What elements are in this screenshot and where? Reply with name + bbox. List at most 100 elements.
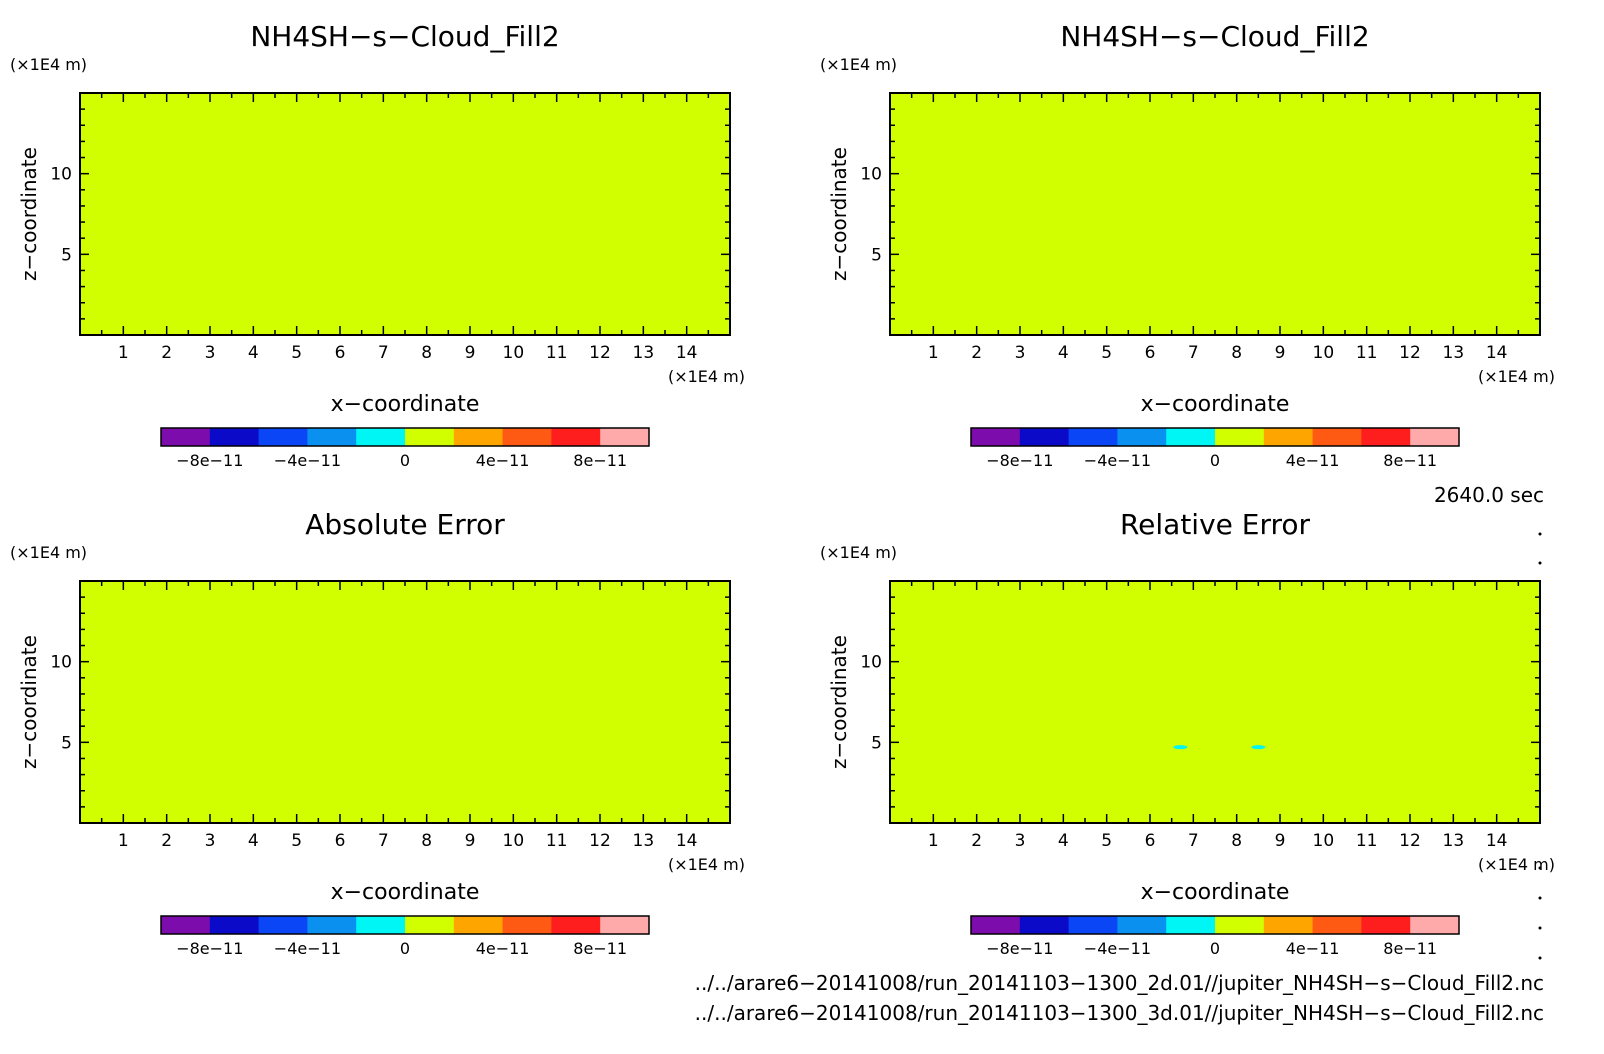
colorbar-swatch (1166, 916, 1216, 934)
x-tick-label: 8 (421, 343, 432, 363)
z-unit-label: (×1E4 m) (820, 55, 897, 74)
colorbar-swatch (356, 916, 406, 934)
panels-group: NH4SH−s−Cloud_Fill2(×1E4 m)1 2 3 4 5 6 7 8 9 10 11… (10, 20, 1555, 958)
x-tick-label: 3 (1015, 831, 1026, 851)
panel-1: NH4SH−s−Cloud_Fill2(×1E4 m)1 2 3 4 5 6 7 8 9 10 11… (10, 20, 745, 470)
colorbar-tick-label: −8e−11 (176, 451, 243, 470)
colorbar-tick-label: 0 (1210, 939, 1220, 958)
margin-dot (1538, 956, 1542, 960)
colorbar-tick-label: −4e−11 (1084, 939, 1151, 958)
z-tick-label: 10 (860, 165, 882, 185)
colorbar-tick-label: 0 (400, 451, 410, 470)
x-tick-label: 14 (1486, 831, 1508, 851)
z-unit-label: (×1E4 m) (10, 55, 87, 74)
z-axis-label: z−coordinate (17, 635, 41, 769)
x-tick-label: 14 (676, 343, 698, 363)
colorbar-swatch (356, 428, 406, 446)
colorbar-swatch (1019, 428, 1070, 446)
colorbar-swatch (209, 916, 260, 934)
colorbar-swatch (258, 916, 308, 934)
z-unit-label: (×1E4 m) (820, 543, 897, 562)
x-tick-label: 4 (1058, 831, 1069, 851)
colorbar-tick-label: 4e−11 (1286, 451, 1340, 470)
x-tick-label: 13 (1443, 343, 1465, 363)
x-tick-label: 4 (248, 343, 259, 363)
z-axis-label: z−coordinate (827, 635, 851, 769)
panel-title: NH4SH−s−Cloud_Fill2 (250, 20, 559, 53)
colorbar-tick-label: −4e−11 (274, 451, 341, 470)
colorbar: −8e−11 −4e−11 0 4e−11 8e−11 (160, 427, 650, 470)
x-tick-label: 8 (1231, 831, 1242, 851)
colorbar-swatch (258, 428, 308, 446)
colorbar-tick-label: 0 (1210, 451, 1220, 470)
colorbar-swatch (453, 916, 504, 934)
colorbar-tick-label: −4e−11 (1084, 451, 1151, 470)
x-unit-label: (×1E4 m) (1478, 855, 1555, 874)
x-tick-label: 3 (205, 831, 216, 851)
colorbar-swatch (971, 428, 1021, 446)
colorbar-tick-label: 8e−11 (573, 451, 627, 470)
x-unit-label: (×1E4 m) (1478, 367, 1555, 386)
colorbar-swatch (307, 428, 357, 446)
x-tick-label: 10 (1313, 343, 1335, 363)
panel-4: Relative Error(×1E4 m)1 2 3 4 5 6 7 8 9 10 11 12 13 1… (820, 508, 1555, 958)
colorbar-swatch (1068, 428, 1118, 446)
z-tick-label: 10 (860, 653, 882, 673)
z-tick-label: 5 (61, 733, 72, 753)
x-tick-label: 11 (1356, 831, 1378, 851)
colorbar-swatch (307, 916, 357, 934)
colorbar-swatch (600, 428, 650, 446)
x-tick-label: 4 (1058, 343, 1069, 363)
x-tick-label: 5 (291, 343, 302, 363)
x-tick-label: 2 (161, 343, 172, 363)
margin-dot (1538, 866, 1542, 870)
colorbar-frame (160, 427, 650, 447)
x-tick-label: 10 (503, 343, 525, 363)
x-tick-label: 6 (1145, 831, 1156, 851)
colorbar-swatch (1312, 428, 1362, 446)
colorbar-swatch (161, 428, 211, 446)
colorbar-swatch (600, 916, 650, 934)
colorbar-tick-label: 8e−11 (1383, 939, 1437, 958)
x-unit-label: (×1E4 m) (668, 367, 745, 386)
x-unit-label: (×1E4 m) (668, 855, 745, 874)
z-axis-label: z−coordinate (827, 147, 851, 281)
x-axis-label: x−coordinate (331, 880, 480, 905)
x-tick-label: 11 (546, 831, 568, 851)
x-tick-label: 7 (1188, 831, 1199, 851)
x-tick-label: 4 (248, 831, 259, 851)
colorbar-frame (160, 915, 650, 935)
file-path-2: ../../arare6−20141008/run_20141103−1300_… (695, 1001, 1544, 1025)
x-tick-label: 14 (1486, 343, 1508, 363)
x-tick-label: 10 (503, 831, 525, 851)
x-tick-label: 6 (335, 343, 346, 363)
z-tick-label: 10 (50, 165, 72, 185)
panel-3: Absolute Error(×1E4 m)1 2 3 4 5 6 7 8 9 10 11 12 13 1… (10, 508, 745, 958)
x-tick-label: 12 (589, 343, 611, 363)
colorbar-swatch (502, 916, 552, 934)
x-tick-label: 12 (1399, 343, 1421, 363)
colorbar-tick-label: 8e−11 (573, 939, 627, 958)
heatmap-anomaly (1251, 745, 1266, 750)
colorbar-swatch (1263, 916, 1314, 934)
x-tick-label: 9 (465, 831, 476, 851)
x-tick-label: 1 (928, 343, 939, 363)
colorbar-swatch (161, 916, 211, 934)
x-tick-label: 6 (1145, 343, 1156, 363)
colorbar-swatch (1312, 916, 1362, 934)
colorbar-frame (970, 915, 1460, 935)
x-tick-label: 11 (546, 343, 568, 363)
panel-title: Relative Error (1120, 508, 1311, 541)
z-tick-label: 5 (871, 245, 882, 265)
colorbar-swatch (1361, 916, 1411, 934)
x-tick-label: 6 (335, 831, 346, 851)
colorbar-swatch (971, 916, 1021, 934)
x-tick-label: 12 (589, 831, 611, 851)
panel-title: NH4SH−s−Cloud_Fill2 (1060, 20, 1369, 53)
colorbar-swatch (405, 916, 455, 934)
x-tick-label: 5 (1101, 831, 1112, 851)
x-tick-label: 13 (633, 343, 655, 363)
colorbar-swatch (1215, 428, 1265, 446)
x-tick-label: 2 (971, 343, 982, 363)
